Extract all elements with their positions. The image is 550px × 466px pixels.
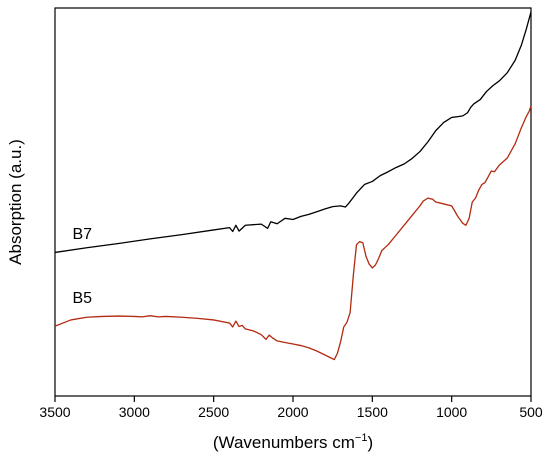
x-tick-label: 2000 (277, 404, 308, 420)
x-axis-label-superscript: −1 (355, 432, 368, 444)
x-tick-label: 2500 (198, 404, 229, 420)
series-labels: B7 B5 (72, 226, 92, 307)
series-line-b7 (54, 11, 532, 254)
x-tick-label: 500 (519, 404, 543, 420)
series-label-b7: B7 (72, 226, 92, 243)
x-tick-label: 3500 (39, 404, 70, 420)
x-tick-label: 3000 (119, 404, 150, 420)
plot-area (54, 7, 532, 397)
y-axis-label: Absorption (a.u.) (6, 139, 25, 265)
x-tick-label: 1500 (357, 404, 388, 420)
series-line-b5 (54, 105, 532, 361)
x-axis-label: (Wavenumbers cm−1) (213, 432, 373, 452)
series-label-b5: B5 (72, 290, 92, 307)
x-tick-label: 1000 (436, 404, 467, 420)
plot-frame (54, 7, 532, 397)
series-layer (54, 11, 532, 361)
x-axis-ticks: 3500 3000 2500 2000 1500 1000 500 (39, 396, 543, 420)
